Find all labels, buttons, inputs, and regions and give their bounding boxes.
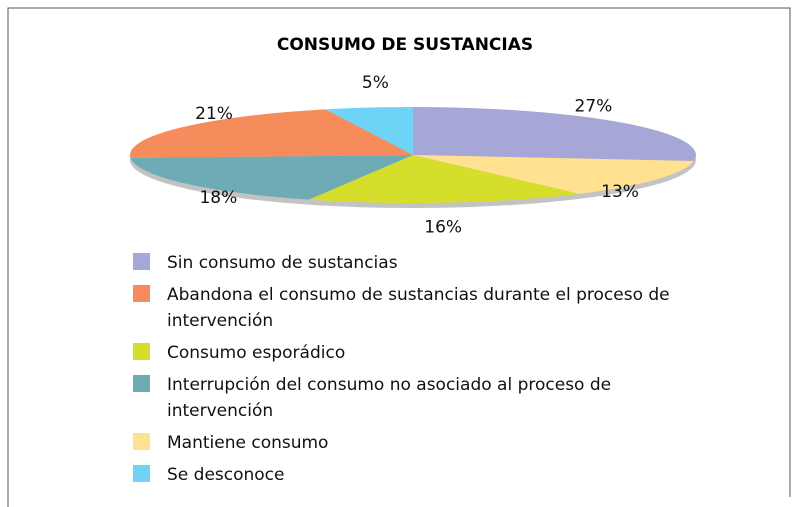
legend-item: Consumo esporádico	[133, 340, 733, 366]
legend: Sin consumo de sustancias Abandona el con…	[133, 250, 733, 494]
legend-label: Mantiene consumo	[167, 433, 329, 453]
legend-label: Abandona el consumo de sustancias durant…	[167, 285, 670, 331]
data-label: 18%	[199, 188, 237, 208]
legend-swatch	[133, 285, 150, 302]
legend-item: Abandona el consumo de sustancias durant…	[133, 282, 733, 334]
legend-label: Interrupción del consumo no asociado al …	[167, 375, 612, 421]
pie-slice	[413, 155, 694, 194]
legend-swatch	[133, 253, 150, 270]
pie-slice	[325, 107, 413, 155]
legend-label: Sin consumo de sustancias	[167, 253, 398, 273]
data-label: 5%	[362, 73, 389, 93]
frame	[7, 7, 791, 507]
pie-slice	[130, 109, 413, 159]
legend-label: Se desconoce	[167, 465, 285, 485]
legend-item: Interrupción del consumo no asociado al …	[133, 372, 733, 424]
pie-slice	[130, 155, 413, 200]
legend-label: Consumo esporádico	[167, 343, 346, 363]
pie-slice	[308, 155, 580, 203]
pie-slice	[413, 107, 696, 162]
legend-swatch	[133, 375, 150, 392]
data-label: 27%	[575, 97, 613, 117]
data-label: 13%	[601, 182, 639, 202]
data-label: 16%	[424, 217, 462, 237]
legend-swatch	[133, 465, 150, 482]
legend-swatch	[133, 433, 150, 450]
legend-item: Sin consumo de sustancias	[133, 250, 733, 276]
legend-swatch	[133, 343, 150, 360]
legend-item: Se desconoce	[133, 462, 733, 488]
data-label: 21%	[195, 104, 233, 124]
legend-item: Mantiene consumo	[133, 430, 733, 456]
chart-title: CONSUMO DE SUSTANCIAS	[277, 35, 533, 55]
